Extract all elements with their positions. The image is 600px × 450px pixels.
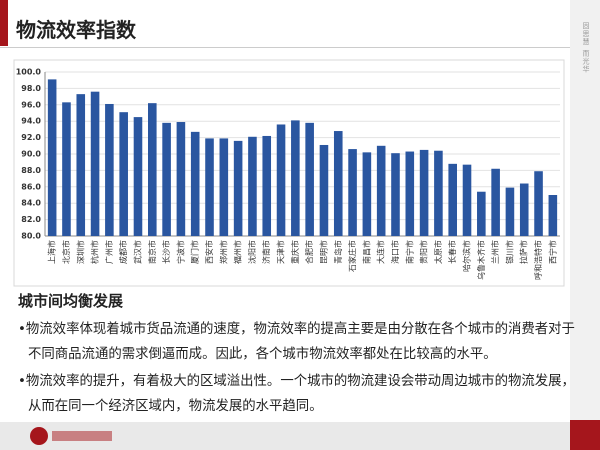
bar (448, 163, 457, 236)
bar (205, 138, 214, 236)
bar (248, 136, 257, 236)
x-tick-label: 上海市 (47, 240, 57, 264)
bar (190, 131, 200, 236)
sidebar-text: 固思慧 而光华 (582, 22, 590, 74)
chart: 80.0 82.0 84.0 86.0 88.0 90.0 92.0 94.0 96.0 98.0… (13, 59, 565, 287)
bar (47, 79, 57, 236)
bar (462, 164, 472, 236)
bar (291, 120, 300, 236)
bar (119, 112, 128, 236)
bar (362, 152, 372, 236)
x-tick-label: 贵阳市 (419, 240, 429, 264)
bar (76, 94, 86, 236)
x-tick-label: 南昌市 (361, 240, 371, 264)
y-tick-label: 92.0 (21, 133, 41, 142)
x-tick-label: 呼和浩特市 (533, 240, 543, 280)
bar (176, 122, 186, 236)
logo (30, 427, 48, 445)
bar (534, 171, 543, 236)
bar (162, 122, 171, 236)
bar (62, 102, 71, 236)
x-tick-label: 北京市 (61, 240, 71, 264)
y-tick-label: 80.0 (21, 232, 41, 241)
bar (262, 135, 272, 236)
bullet: •物流效率体现着城市货品流通的速度，物流效率的提高主要是由分散在各个城市的消费者… (18, 322, 575, 362)
y-tick-label: 88.0 (21, 166, 41, 175)
x-tick-label: 西安市 (204, 240, 214, 264)
x-tick-label: 大连市 (376, 240, 386, 264)
y-tick-label: 100.0 (16, 68, 42, 77)
bar (405, 151, 415, 236)
bar (419, 149, 429, 236)
x-tick-label: 太原市 (433, 240, 443, 264)
bar (348, 149, 357, 236)
x-tick-label: 拉萨市 (519, 240, 529, 264)
x-tick-label: 乌鲁木齐市 (476, 240, 486, 280)
x-tick-label: 石家庄市 (347, 240, 357, 272)
bar (505, 187, 515, 236)
bar (133, 117, 143, 236)
x-tick-label: 广州市 (104, 240, 114, 264)
title-rule (0, 47, 570, 48)
bar (105, 103, 114, 236)
y-tick-label: 82.0 (21, 215, 41, 224)
x-tick-label: 海口市 (390, 240, 400, 264)
bar (333, 131, 343, 236)
x-tick-label: 兰州市 (490, 240, 500, 264)
y-tick-label: 98.0 (21, 84, 41, 93)
x-tick-label: 青岛市 (333, 240, 343, 264)
x-tick-label: 昆明市 (318, 240, 328, 264)
x-tick-label: 宁波市 (175, 240, 185, 264)
x-tick-label: 哈尔滨市 (462, 240, 472, 272)
x-tick-label: 长沙市 (161, 240, 171, 264)
bar (391, 153, 400, 236)
bar (548, 195, 558, 236)
bar (491, 168, 500, 236)
bar (434, 150, 443, 236)
x-tick-label: 重庆市 (290, 240, 300, 264)
x-tick-label: 深圳市 (75, 240, 85, 264)
slide-title: 物流效率指数 (16, 18, 136, 42)
bar (319, 144, 329, 236)
bar (305, 122, 314, 236)
x-tick-label: 沈阳市 (247, 240, 257, 264)
y-tick-label: 96.0 (21, 100, 41, 109)
x-tick-label: 厦门市 (190, 240, 200, 264)
chart-frame (13, 59, 565, 287)
y-tick-label: 90.0 (21, 150, 41, 159)
bar (233, 140, 243, 236)
x-tick-label: 西宁市 (547, 240, 557, 264)
x-tick-label: 武汉市 (132, 240, 142, 264)
bar (90, 91, 100, 237)
sidebar (570, 0, 600, 420)
x-tick-label: 济南市 (261, 240, 271, 264)
bar (148, 103, 157, 236)
bar (519, 183, 529, 236)
section-heading: 城市间均衡发展 (18, 292, 124, 310)
x-tick-label: 天津市 (276, 240, 286, 264)
x-tick-label: 南京市 (147, 240, 157, 264)
logo-text (52, 431, 112, 441)
title-accent (0, 0, 8, 46)
x-tick-label: 长春市 (447, 240, 457, 264)
x-tick-label: 杭州市 (90, 240, 100, 264)
x-tick-label: 合肥市 (304, 240, 314, 264)
bullet: •物流效率的提升，有着极大的区域溢出性。一个城市的物流建设会带动周边城市的物流发… (18, 374, 575, 414)
x-tick-label: 南宁市 (404, 240, 414, 264)
x-tick-label: 银川市 (504, 240, 514, 264)
bar (477, 191, 486, 236)
y-tick-label: 86.0 (21, 182, 41, 191)
bar (219, 138, 229, 236)
bar (276, 124, 286, 236)
x-tick-label: 郑州市 (218, 240, 228, 264)
y-tick-label: 84.0 (21, 199, 41, 208)
bar (376, 145, 386, 236)
corner-block (570, 420, 600, 450)
y-tick-label: 94.0 (21, 117, 41, 126)
x-tick-label: 福州市 (233, 240, 243, 264)
x-tick-label: 成都市 (118, 240, 128, 264)
